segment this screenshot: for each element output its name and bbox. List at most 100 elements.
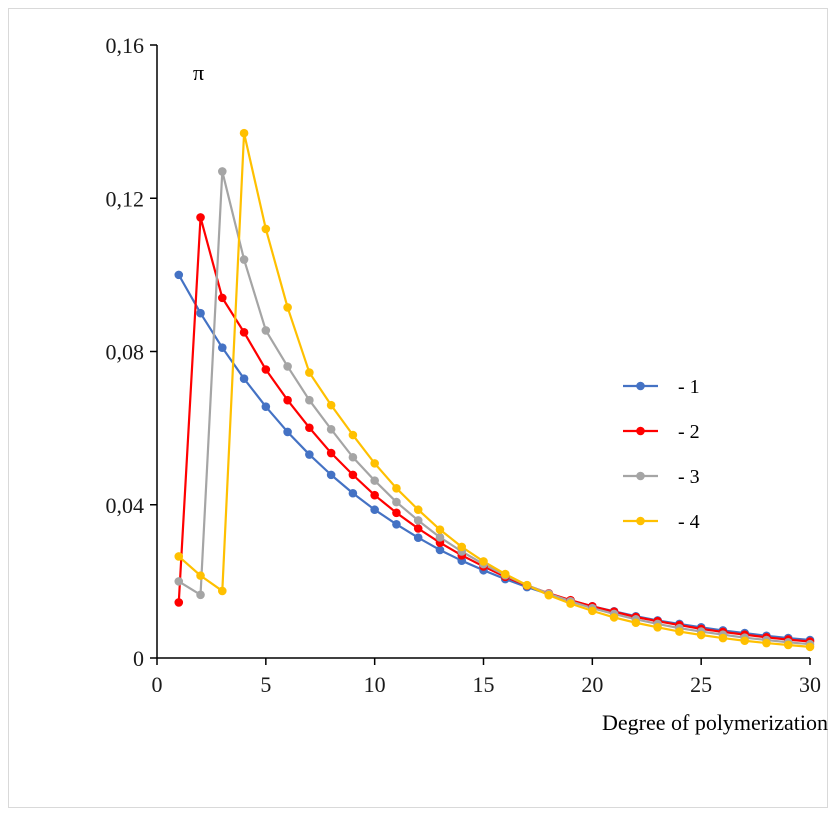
x-tick-label: 0 (152, 672, 163, 697)
series-1-point (413, 533, 423, 542)
series-1-point (370, 505, 379, 515)
legend-label-2: - 2 (678, 421, 700, 443)
series-2-point (348, 470, 358, 480)
series-4-point (435, 525, 445, 534)
series-4-point (370, 459, 379, 468)
series-3-point (413, 516, 423, 525)
legend-marker-3 (636, 471, 645, 481)
series-1-point (174, 270, 184, 280)
series-1-point (392, 519, 401, 529)
series-2-point (196, 213, 205, 222)
y-tick-label: 0 (133, 646, 144, 671)
series-4-point (544, 590, 554, 600)
series-3-point (261, 326, 271, 335)
series-4-point (762, 638, 771, 648)
series-3-point (218, 167, 227, 176)
series-4-point (805, 642, 815, 652)
series-4-point (283, 303, 292, 312)
series-3-point (196, 590, 205, 600)
x-axis-ticks: 0 5 10 15 20 25 30 (152, 658, 821, 697)
series-1-line (177, 274, 811, 642)
series-4-point (675, 627, 684, 636)
legend-marker-2 (636, 426, 645, 436)
series-3-point (348, 452, 358, 462)
y-tick-label: 0,12 (106, 186, 145, 211)
legend-label-4: - 4 (678, 511, 700, 533)
series-4-point (653, 623, 662, 632)
series-2-point (392, 508, 401, 518)
series-2-line (177, 216, 811, 643)
legend-marker-1 (636, 381, 645, 391)
series-4-point (522, 580, 532, 590)
y-tick-label: 0,16 (106, 33, 145, 58)
series-1-point (218, 343, 227, 352)
series-3-point (392, 497, 401, 507)
y-axis-ticks: 0 0,04 0,08 0,12 0,16 (106, 33, 157, 671)
series-3-point (174, 577, 184, 586)
series-1-point (261, 402, 271, 411)
series-4-point (457, 542, 467, 552)
y-axis-title: π (193, 60, 204, 85)
series-3-line (178, 170, 811, 646)
series-2-point (239, 328, 249, 337)
series-4-point (239, 128, 249, 138)
series-2-point (218, 293, 227, 303)
x-tick-label: 20 (581, 672, 603, 697)
series-4-point (718, 633, 728, 643)
series-3-point (305, 395, 314, 405)
series-1-point (435, 545, 445, 555)
series-1-point (239, 374, 249, 384)
series-1-point (326, 470, 336, 480)
series-4-point (348, 430, 358, 440)
series-3-point (370, 476, 379, 485)
y-tick-label: 0,04 (106, 493, 145, 518)
series-2-point (283, 395, 292, 405)
series-4-point (740, 636, 749, 646)
series-2-point (413, 524, 423, 533)
series-4-point (588, 606, 597, 616)
series-3-point (326, 424, 336, 434)
series-2-point (261, 365, 271, 374)
series-2-point (370, 490, 379, 500)
series-4-point (783, 640, 793, 650)
x-tick-label: 15 (473, 672, 495, 697)
series-4-point (479, 557, 488, 566)
x-tick-label: 25 (690, 672, 712, 697)
series-2-point (174, 598, 184, 607)
series-4-point (413, 505, 423, 515)
series-points (174, 128, 815, 652)
x-tick-label: 5 (260, 672, 271, 697)
series-3-point (435, 533, 445, 542)
legend-label-3: - 3 (678, 466, 700, 488)
series-2-point (305, 423, 314, 433)
series-4-point (696, 630, 706, 640)
series-4-point (305, 368, 314, 377)
series-4-point (609, 613, 619, 622)
chart-frame (8, 8, 828, 808)
series-2-point (326, 448, 336, 458)
series-4-point (566, 599, 575, 608)
series-4-point (500, 569, 510, 579)
series-3-point (283, 362, 292, 371)
series-4-point (392, 483, 401, 493)
x-tick-label: 10 (364, 672, 386, 697)
series-4-point (326, 400, 336, 410)
legend: - 1 - 2 - 3 - 4 (623, 376, 700, 533)
series-3-point (239, 255, 249, 264)
series-lines (177, 132, 811, 648)
series-4-point (218, 586, 227, 596)
series-1-point (196, 308, 205, 318)
series-1-point (348, 488, 358, 498)
legend-label-1: - 1 (678, 376, 700, 398)
series-1-point (305, 450, 314, 459)
series-4-point (631, 618, 641, 628)
legend-marker-4 (636, 516, 645, 526)
y-tick-label: 0,08 (106, 340, 145, 365)
series-4-point (261, 224, 271, 234)
x-axis-title: Degree of polymerization (602, 710, 828, 735)
x-tick-label: 30 (799, 672, 821, 697)
series-4-point (196, 571, 205, 580)
series-1-point (283, 427, 292, 437)
series-4-point (174, 552, 184, 561)
